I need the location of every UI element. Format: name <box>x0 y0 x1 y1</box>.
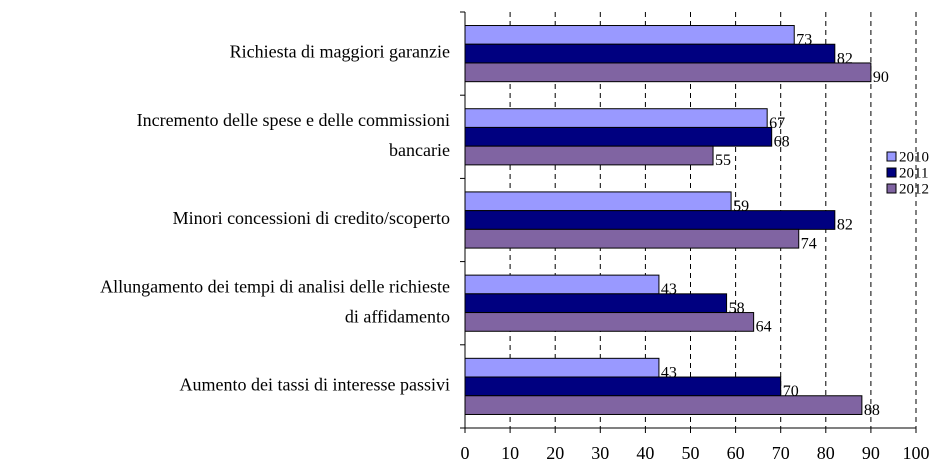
y-tick-label: di affidamento <box>345 306 450 326</box>
data-label: 55 <box>715 152 731 169</box>
y-tick-label: bancarie <box>389 140 450 160</box>
data-label: 64 <box>756 319 772 336</box>
x-tick-label: 30 <box>591 443 609 463</box>
data-label: 74 <box>801 235 817 252</box>
x-tick-label: 0 <box>461 443 470 463</box>
y-tick-label: Minori concessioni di credito/scoperto <box>173 208 450 228</box>
bar <box>464 228 800 249</box>
y-tick-label: Incremento delle spese e delle commissio… <box>137 110 450 130</box>
data-label: 82 <box>837 217 853 234</box>
bar <box>464 126 773 147</box>
data-label: 68 <box>774 133 790 150</box>
legend-label: 2012 <box>899 181 929 197</box>
legend-label: 2010 <box>899 149 929 165</box>
bar <box>464 274 660 295</box>
bar <box>464 293 728 314</box>
bar <box>464 210 836 230</box>
x-tick-label: 80 <box>817 443 835 463</box>
legend-swatch <box>886 183 897 194</box>
legend-swatch <box>886 151 897 162</box>
data-label: 90 <box>873 69 889 86</box>
y-tick-label: Aumento dei tassi di interesse passivi <box>180 375 450 395</box>
bar <box>464 108 768 128</box>
bar <box>464 25 795 45</box>
data-label: 67 <box>769 115 785 132</box>
x-tick-label: 90 <box>862 443 880 463</box>
y-tick-label: Richiesta di maggiori garanzie <box>230 42 450 62</box>
x-tick-label: 50 <box>682 443 700 463</box>
bar <box>464 43 836 64</box>
x-tick-label: 60 <box>727 443 745 463</box>
bar <box>464 145 714 166</box>
bar <box>464 312 755 332</box>
y-tick-label: Allungamento dei tempi di analisi delle … <box>100 276 450 296</box>
bar <box>464 395 863 415</box>
data-label: 88 <box>864 402 880 419</box>
bar <box>464 191 732 212</box>
x-tick-label: 10 <box>501 443 519 463</box>
bar <box>464 376 782 397</box>
legend-swatch <box>886 167 897 178</box>
bar <box>464 357 660 378</box>
bar <box>464 62 872 83</box>
x-tick-label: 100 <box>903 443 930 463</box>
legend-label: 2011 <box>899 165 928 181</box>
x-tick-label: 70 <box>772 443 790 463</box>
x-tick-label: 40 <box>636 443 654 463</box>
x-tick-label: 20 <box>546 443 564 463</box>
